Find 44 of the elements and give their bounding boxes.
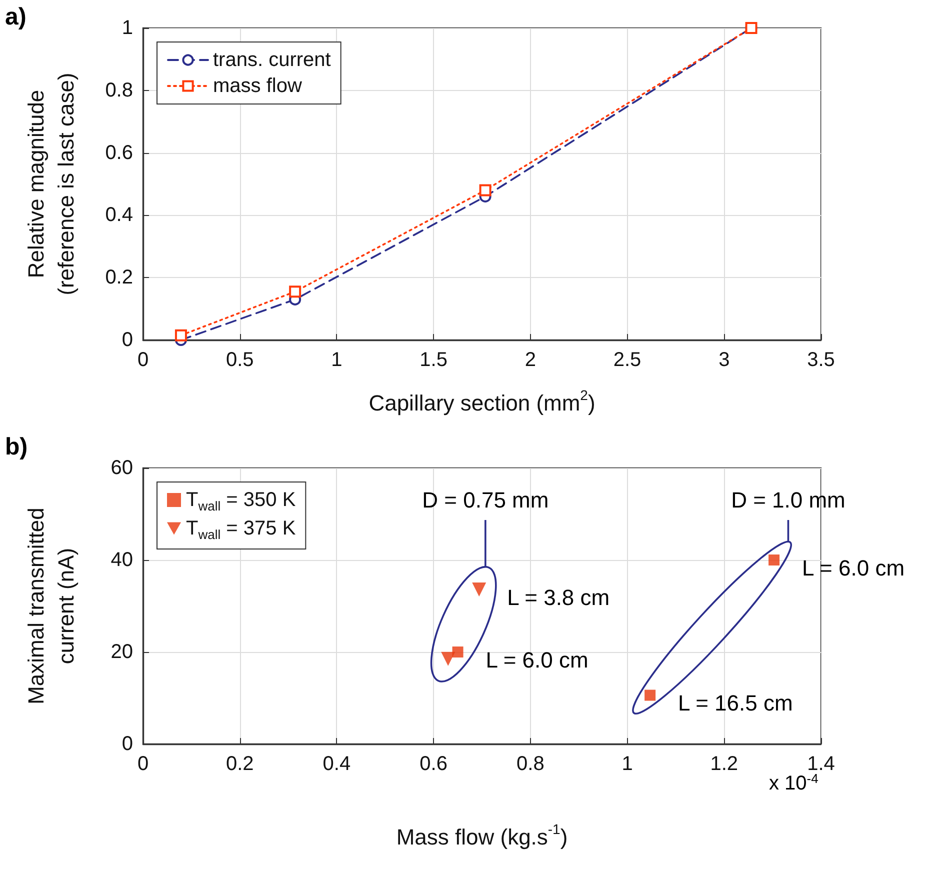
point — [644, 690, 656, 701]
x-tick-label: 1 — [622, 753, 633, 775]
x-tick-label: 0.8 — [516, 753, 544, 775]
y-tick-label: 0 — [122, 329, 133, 351]
x-tick-label: 0.4 — [322, 753, 351, 775]
x-tick-label: 3 — [718, 349, 730, 371]
point — [174, 329, 187, 342]
x-tick-label: 2.5 — [613, 349, 642, 371]
x-tick-label: 0.6 — [420, 753, 448, 775]
point — [452, 646, 464, 658]
annotation: D = 0.75 mm — [422, 488, 549, 512]
x-tick-label: 0.2 — [226, 753, 254, 775]
y-tick-label: 60 — [110, 457, 133, 479]
chart-title: b) — [5, 434, 28, 460]
legend-label: trans. current — [213, 49, 332, 71]
x-tick-label: 0 — [137, 753, 149, 775]
y-tick-label: 20 — [110, 641, 133, 663]
y-tick-label: 40 — [110, 549, 133, 571]
point — [441, 652, 456, 666]
y-axis-title: Relative magnitude (reference is last case) — [24, 72, 78, 296]
x-tick-label: 0 — [137, 349, 149, 371]
x-tick-label: 0.5 — [226, 349, 254, 371]
chart-title: a) — [5, 4, 26, 30]
annotation: L = 16.5 cm — [678, 690, 793, 716]
x-tick-label: 1.2 — [710, 753, 738, 775]
y-tick-label: 0.8 — [105, 79, 133, 102]
x-tick-label: 1.5 — [420, 349, 448, 371]
x-tick-label: 1.4 — [807, 753, 835, 775]
x-tick-label: 2 — [524, 349, 536, 371]
annotation: L = 3.8 cm — [507, 584, 610, 610]
y-tick-label: 1 — [122, 17, 133, 39]
y-tick-label: 0 — [122, 733, 133, 755]
y-axis-title: Maximal transmitted current (nA) — [24, 508, 78, 704]
point — [768, 554, 780, 566]
y-tick-label: 0.2 — [105, 266, 133, 289]
annotation: L = 6.0 cm — [486, 648, 588, 672]
y-tick-label: 0.6 — [105, 142, 133, 164]
point — [472, 582, 486, 596]
y-tick-label: 0.4 — [105, 204, 133, 226]
x-tick-label: 1 — [331, 349, 342, 371]
point — [289, 286, 302, 298]
x-tick-label: 3.5 — [807, 349, 835, 371]
legend-label: mass flow — [213, 75, 302, 97]
point — [479, 184, 492, 196]
